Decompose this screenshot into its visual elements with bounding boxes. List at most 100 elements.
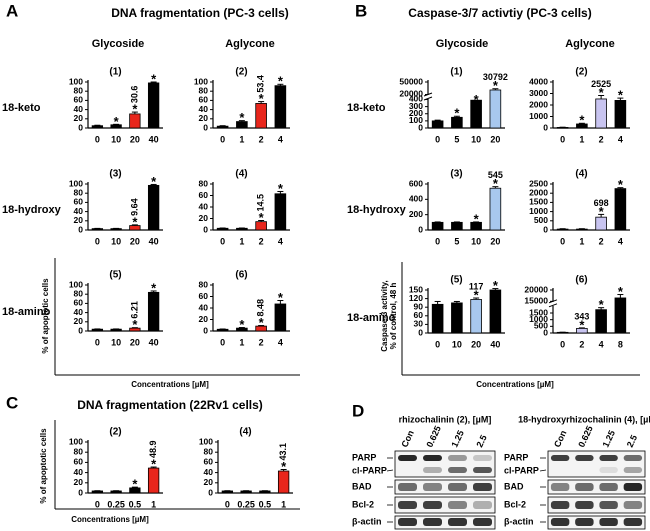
bar — [216, 227, 229, 231]
value-label: 9.64 — [129, 198, 139, 216]
bar — [489, 89, 502, 129]
y-tick-label: 20 — [199, 314, 209, 324]
x-tick-label: 1 — [239, 236, 244, 246]
blot-frame — [394, 479, 496, 495]
bar — [147, 291, 160, 332]
lane-label: Con — [552, 429, 568, 449]
x-tick-label: 0.25 — [107, 499, 125, 509]
y-tick-label: 80 — [74, 85, 84, 95]
bar — [274, 303, 287, 332]
lane-label: 0.625 — [576, 424, 595, 449]
y-tick-label: 40 — [74, 206, 84, 216]
significance-mark: * — [278, 290, 284, 305]
y-tick-label: 1000 — [529, 206, 548, 216]
value-label: 14.5 — [256, 194, 266, 212]
y-tick-label: 1500 — [529, 307, 548, 317]
y-tick-label: 20000 — [524, 284, 548, 294]
x-tick-label: 8 — [618, 339, 623, 349]
blot-band — [448, 467, 467, 473]
row-label: 18-hydroxy — [2, 204, 62, 216]
y-tick-label: 1000 — [529, 111, 548, 121]
significance-mark: * — [599, 204, 605, 219]
panel-letter: C — [6, 393, 18, 412]
significance-mark: * — [151, 174, 157, 189]
y-tick-label: 2500 — [529, 178, 548, 188]
significance-mark: * — [618, 88, 624, 103]
y-tick-label: 60 — [74, 95, 84, 105]
y-tick-label: 400 — [409, 194, 423, 204]
x-tick-label: 40 — [149, 236, 159, 246]
label-dash — [386, 469, 394, 472]
blot-band — [623, 455, 643, 461]
x-tick-label: 0 — [225, 499, 230, 509]
protein-label: PARP — [504, 452, 528, 462]
x-axis-label: Concentrations [µM] — [131, 380, 209, 389]
y-tick-label: 0 — [418, 224, 423, 234]
x-tick-label: 10 — [471, 236, 481, 246]
blot-frame — [394, 496, 496, 514]
chart-title: (1) — [109, 67, 121, 78]
x-tick-label: 40 — [149, 337, 159, 347]
y-tick-label: 60 — [204, 457, 214, 467]
significance-mark: * — [259, 210, 265, 225]
bar — [240, 490, 252, 494]
x-tick-label: 10 — [111, 134, 121, 144]
bar — [431, 120, 444, 129]
panel-title: DNA fragmentation (22Rv1 cells) — [77, 398, 263, 412]
blot-band — [473, 467, 492, 473]
significance-mark: * — [579, 113, 585, 128]
significance-mark: * — [493, 78, 499, 93]
lane-label: 2.5 — [625, 433, 639, 449]
value-label: 48.9 — [148, 441, 158, 459]
significance-mark: * — [599, 297, 605, 312]
x-tick-label: 0 — [95, 236, 100, 246]
y-tick-label: 40 — [199, 104, 209, 114]
blot-band — [398, 483, 417, 491]
blot-band — [623, 467, 643, 473]
chart-title: (2) — [109, 427, 121, 438]
row-label: 18-hydroxy — [347, 204, 407, 216]
x-tick-label: 0.5 — [259, 499, 272, 509]
panel-letter: A — [6, 1, 18, 20]
significance-mark: * — [493, 278, 499, 293]
column-heading: Aglycone — [565, 38, 615, 50]
bar — [216, 125, 229, 129]
bar — [595, 98, 607, 129]
y-tick-label: 30 — [414, 319, 424, 329]
blot-band — [423, 455, 442, 461]
significance-mark: * — [474, 211, 480, 226]
blot-band — [575, 455, 594, 461]
bar — [431, 221, 444, 231]
bar — [259, 490, 271, 494]
bar — [489, 187, 502, 231]
blot-band — [448, 501, 467, 509]
x-tick-label: 20 — [130, 236, 140, 246]
blot-frame — [547, 479, 646, 495]
blot-band — [599, 501, 618, 509]
y-tick-label: 100 — [69, 178, 83, 188]
chart-title: (5) — [450, 275, 462, 286]
x-tick-label: 0.5 — [129, 499, 142, 509]
bar — [110, 490, 122, 494]
y-tick-label: 80 — [199, 85, 209, 95]
blot-band — [423, 501, 442, 509]
blot-band — [599, 483, 618, 491]
chart-title: (6) — [575, 275, 587, 286]
y-axis-label: % of apoptotic cells — [39, 428, 48, 504]
bar — [470, 299, 482, 334]
blot-frame — [547, 450, 646, 478]
y-tick-label: 80 — [74, 288, 84, 298]
y-tick-label: 0 — [543, 122, 548, 132]
y-tick-label: 60 — [74, 298, 84, 308]
x-tick-label: 0 — [435, 236, 440, 246]
x-tick-label: 0 — [220, 337, 225, 347]
y-tick-label: 40 — [204, 467, 214, 477]
y-tick-label: 80 — [199, 279, 209, 289]
significance-mark: * — [281, 459, 287, 474]
blot-band — [473, 455, 492, 461]
significance-mark: * — [618, 177, 624, 192]
blot-frame — [547, 496, 646, 514]
protein-label: β-actin — [352, 516, 382, 526]
